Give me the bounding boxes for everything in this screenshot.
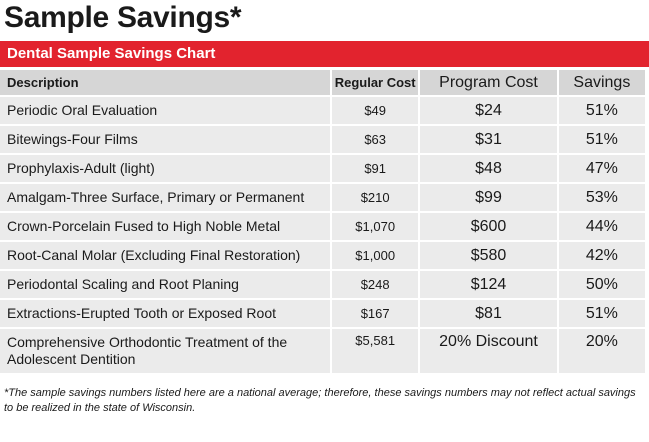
table-row: Root-Canal Molar (Excluding Final Restor… <box>0 242 645 269</box>
table-row: Periodic Oral Evaluation $49 $24 51% <box>0 97 645 124</box>
row-description: Crown-Porcelain Fused to High Noble Meta… <box>0 213 331 240</box>
table-row: Crown-Porcelain Fused to High Noble Meta… <box>0 213 645 240</box>
row-regular-cost: $5,581 <box>332 329 419 373</box>
table-row: Extractions-Erupted Tooth or Exposed Roo… <box>0 300 645 327</box>
table-row: Amalgam-Three Surface, Primary or Perman… <box>0 184 645 211</box>
row-savings: 53% <box>558 184 645 211</box>
row-description: Amalgam-Three Surface, Primary or Perman… <box>0 184 331 211</box>
row-savings: 20% <box>558 329 645 373</box>
row-regular-cost: $248 <box>332 271 419 298</box>
table-header-row: Description Regular Cost Program Cost Sa… <box>0 70 645 95</box>
row-regular-cost: $49 <box>332 97 419 124</box>
row-description: Periodic Oral Evaluation <box>0 97 331 124</box>
row-savings: 47% <box>558 155 645 182</box>
page-title: Sample Savings* <box>4 1 242 34</box>
row-program-cost: $81 <box>420 300 557 327</box>
savings-chart: Dental Sample Savings Chart Description … <box>0 41 649 373</box>
row-program-cost: $48 <box>420 155 557 182</box>
row-savings: 42% <box>558 242 645 269</box>
row-program-cost: $31 <box>420 126 557 153</box>
row-description: Comprehensive Orthodontic Treatment of t… <box>0 329 331 373</box>
row-description: Extractions-Erupted Tooth or Exposed Roo… <box>0 300 331 327</box>
row-program-cost: $580 <box>420 242 557 269</box>
row-regular-cost: $1,070 <box>332 213 419 240</box>
row-program-cost: $24 <box>420 97 557 124</box>
header-regular-cost: Regular Cost <box>332 70 419 95</box>
row-savings: 51% <box>558 97 645 124</box>
row-program-cost: $99 <box>420 184 557 211</box>
row-regular-cost: $210 <box>332 184 419 211</box>
table-row: Comprehensive Orthodontic Treatment of t… <box>0 329 645 373</box>
savings-table: Description Regular Cost Program Cost Sa… <box>0 68 647 375</box>
row-regular-cost: $63 <box>332 126 419 153</box>
header-description: Description <box>0 70 331 95</box>
row-savings: 51% <box>558 300 645 327</box>
table-row: Prophylaxis-Adult (light) $91 $48 47% <box>0 155 645 182</box>
row-program-cost: $124 <box>420 271 557 298</box>
row-regular-cost: $167 <box>332 300 419 327</box>
row-program-cost: $600 <box>420 213 557 240</box>
row-savings: 44% <box>558 213 645 240</box>
row-regular-cost: $91 <box>332 155 419 182</box>
row-description: Periodontal Scaling and Root Planing <box>0 271 331 298</box>
footnote: *The sample savings numbers listed here … <box>4 387 636 414</box>
row-description: Prophylaxis-Adult (light) <box>0 155 331 182</box>
row-savings: 50% <box>558 271 645 298</box>
table-row: Periodontal Scaling and Root Planing $24… <box>0 271 645 298</box>
header-savings: Savings <box>558 70 645 95</box>
header-program-cost: Program Cost <box>420 70 557 95</box>
row-savings: 51% <box>558 126 645 153</box>
row-description: Root-Canal Molar (Excluding Final Restor… <box>0 242 331 269</box>
row-program-cost: 20% Discount <box>420 329 557 373</box>
row-description: Bitewings-Four Films <box>0 126 331 153</box>
row-regular-cost: $1,000 <box>332 242 419 269</box>
table-row: Bitewings-Four Films $63 $31 51% <box>0 126 645 153</box>
chart-banner: Dental Sample Savings Chart <box>0 41 649 67</box>
